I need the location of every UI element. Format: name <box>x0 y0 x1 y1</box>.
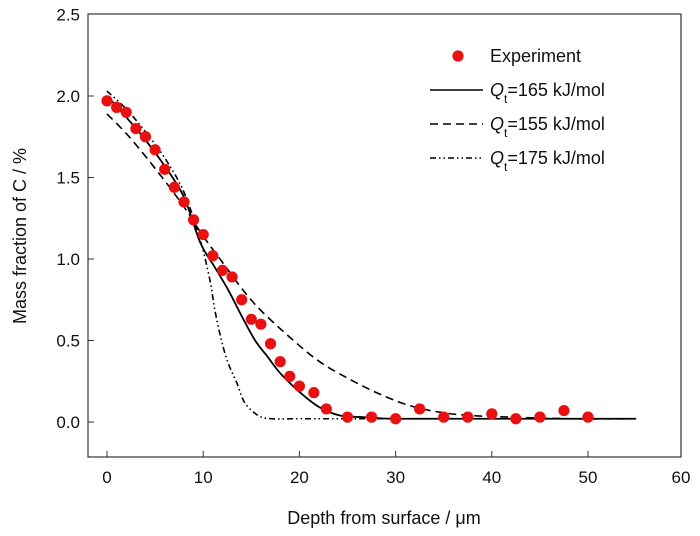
y-tick-label: 0.0 <box>56 413 80 432</box>
y-tick-label: 2.0 <box>56 87 80 106</box>
data-point <box>226 271 238 283</box>
data-point <box>274 356 286 368</box>
data-point <box>178 196 190 208</box>
y-tick-label: 2.5 <box>56 6 80 25</box>
data-point <box>216 264 229 277</box>
y-tick-label: 1.5 <box>56 169 80 188</box>
data-point <box>414 403 426 415</box>
data-point <box>130 123 142 135</box>
y-axis-title: Mass fraction of C / % <box>10 148 30 324</box>
data-point <box>255 318 267 330</box>
data-point <box>111 101 123 114</box>
series-line-dashdotdot <box>106 90 637 420</box>
legend-label: Experiment <box>490 46 581 66</box>
data-point <box>438 411 450 423</box>
x-tick-label: 0 <box>102 468 111 487</box>
plot-frame <box>87 13 682 458</box>
data-point <box>245 313 257 325</box>
x-tick-label: 60 <box>672 468 691 487</box>
legend-label: Qt=175 kJ/mol <box>490 148 605 174</box>
legend-marker-experiment <box>452 50 464 62</box>
x-tick-label: 50 <box>579 468 598 487</box>
y-tick-label: 1.0 <box>56 250 80 269</box>
data-point <box>320 403 332 415</box>
data-point <box>486 408 498 420</box>
data-point <box>159 163 171 175</box>
data-point <box>139 131 152 143</box>
x-tick-label: 30 <box>386 468 405 487</box>
data-point <box>168 181 180 193</box>
data-point <box>308 387 320 399</box>
series-points <box>101 95 594 425</box>
y-axis: 0.0 0.5 1.0 1.5 2.0 2.5 <box>56 6 94 432</box>
data-point <box>207 250 219 262</box>
legend-label: Qt=155 kJ/mol <box>490 114 605 140</box>
data-point <box>390 413 402 425</box>
data-point <box>197 228 209 241</box>
x-tick-label: 20 <box>290 468 309 487</box>
data-point <box>284 370 296 382</box>
data-point <box>365 411 378 423</box>
data-point <box>293 380 305 392</box>
data-point <box>149 144 161 156</box>
data-point <box>462 411 474 423</box>
data-point <box>341 411 354 423</box>
series-line-dashed <box>106 113 637 420</box>
data-point <box>582 411 594 423</box>
data-point <box>101 95 113 107</box>
legend: Experiment Qt=165 kJ/mol Qt=155 kJ/mol Qt=1… <box>430 46 605 174</box>
x-axis-title: Depth from surface / μm <box>287 508 480 528</box>
data-point <box>120 106 132 118</box>
x-tick-label: 40 <box>482 468 501 487</box>
x-tick-label: 10 <box>194 468 213 487</box>
data-point <box>236 294 248 306</box>
legend-label: Qt=165 kJ/mol <box>490 80 605 106</box>
x-axis: 0 10 20 30 40 50 60 <box>102 451 690 487</box>
data-point <box>187 214 200 226</box>
data-point <box>264 338 277 350</box>
data-point <box>558 404 570 417</box>
y-tick-label: 0.5 <box>56 332 80 351</box>
data-point <box>510 413 522 425</box>
data-point <box>534 411 546 423</box>
